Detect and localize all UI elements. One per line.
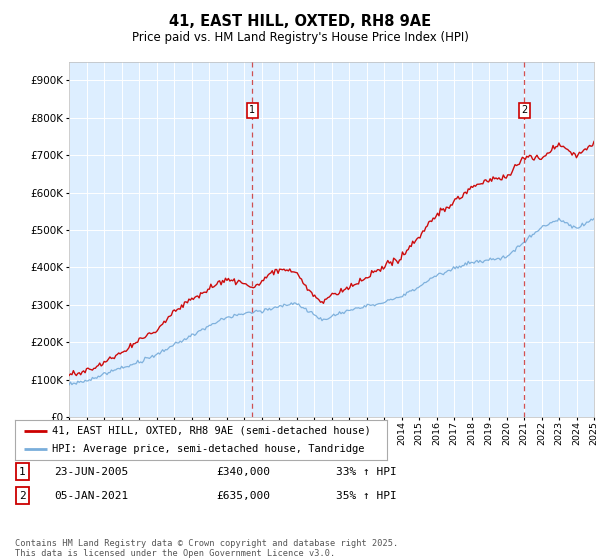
Text: 35% ↑ HPI: 35% ↑ HPI [336,491,397,501]
Text: 23-JUN-2005: 23-JUN-2005 [54,466,128,477]
Text: Price paid vs. HM Land Registry's House Price Index (HPI): Price paid vs. HM Land Registry's House … [131,31,469,44]
Text: Contains HM Land Registry data © Crown copyright and database right 2025.
This d: Contains HM Land Registry data © Crown c… [15,539,398,558]
Text: 33% ↑ HPI: 33% ↑ HPI [336,466,397,477]
Text: HPI: Average price, semi-detached house, Tandridge: HPI: Average price, semi-detached house,… [52,445,365,454]
Text: 1: 1 [250,105,256,115]
Text: 41, EAST HILL, OXTED, RH8 9AE: 41, EAST HILL, OXTED, RH8 9AE [169,14,431,29]
Text: 2: 2 [521,105,527,115]
Text: 1: 1 [19,466,26,477]
Text: 2: 2 [19,491,26,501]
Text: £340,000: £340,000 [216,466,270,477]
Text: £635,000: £635,000 [216,491,270,501]
Text: 41, EAST HILL, OXTED, RH8 9AE (semi-detached house): 41, EAST HILL, OXTED, RH8 9AE (semi-deta… [52,426,371,436]
Text: 05-JAN-2021: 05-JAN-2021 [54,491,128,501]
